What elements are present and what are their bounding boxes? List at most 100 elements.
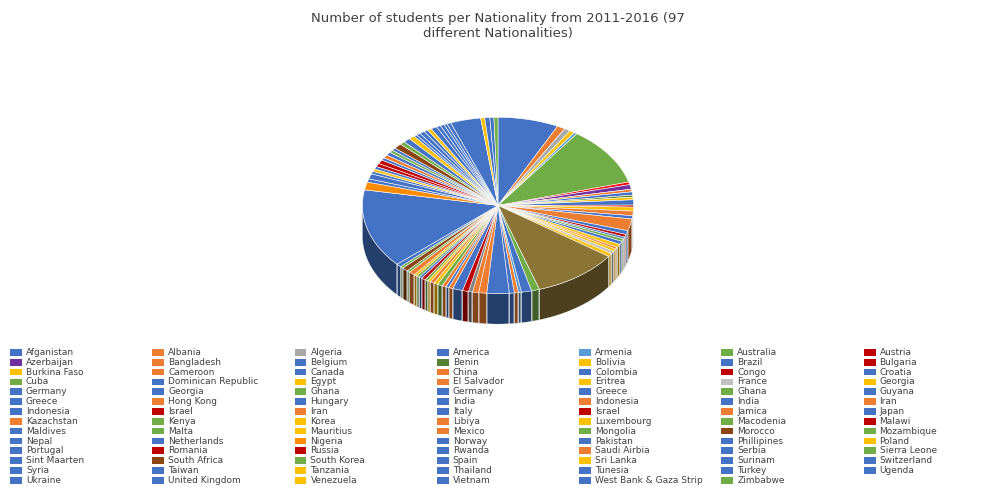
Polygon shape <box>437 284 442 316</box>
Text: Kenya: Kenya <box>168 417 196 426</box>
Polygon shape <box>434 283 437 315</box>
Bar <box>721 428 733 434</box>
Bar <box>295 369 307 375</box>
Polygon shape <box>416 133 498 206</box>
Polygon shape <box>449 206 498 318</box>
Polygon shape <box>425 206 498 310</box>
Polygon shape <box>462 206 498 291</box>
Bar <box>437 399 449 405</box>
Text: Phillipines: Phillipines <box>737 436 783 446</box>
Text: Mauritius: Mauritius <box>311 427 353 436</box>
Polygon shape <box>498 206 627 261</box>
Polygon shape <box>416 276 419 308</box>
Bar <box>10 477 22 484</box>
Polygon shape <box>420 131 498 206</box>
Polygon shape <box>397 264 400 297</box>
Polygon shape <box>614 249 616 282</box>
Polygon shape <box>373 169 498 206</box>
Text: India: India <box>453 397 475 406</box>
Text: Number of students per Nationality from 2011-2016 (97
different Nationalities): Number of students per Nationality from … <box>311 12 685 40</box>
Polygon shape <box>498 206 509 324</box>
Text: Burkina Faso: Burkina Faso <box>26 368 84 377</box>
Polygon shape <box>392 148 498 206</box>
Text: China: China <box>453 368 479 377</box>
Bar <box>152 408 164 415</box>
Polygon shape <box>402 206 498 271</box>
Polygon shape <box>498 206 622 245</box>
Bar <box>579 389 591 395</box>
Text: Azerbaijan: Azerbaijan <box>26 358 74 367</box>
Polygon shape <box>498 184 631 206</box>
Text: South Korea: South Korea <box>311 456 366 465</box>
Text: Ghana: Ghana <box>311 387 340 397</box>
Polygon shape <box>498 134 628 206</box>
Polygon shape <box>498 206 631 249</box>
Bar <box>864 408 875 415</box>
Text: Saudi Airbia: Saudi Airbia <box>595 446 649 456</box>
Text: Greece: Greece <box>26 397 59 406</box>
Polygon shape <box>409 136 498 206</box>
Bar <box>295 448 307 454</box>
Polygon shape <box>427 129 498 206</box>
Polygon shape <box>494 117 498 206</box>
Polygon shape <box>498 126 565 206</box>
Polygon shape <box>620 242 622 275</box>
Polygon shape <box>427 206 498 311</box>
Polygon shape <box>519 292 522 323</box>
Polygon shape <box>453 206 498 319</box>
Text: Israel: Israel <box>168 407 193 416</box>
Polygon shape <box>498 182 629 206</box>
Polygon shape <box>498 206 612 256</box>
Bar <box>721 438 733 444</box>
Polygon shape <box>498 206 620 275</box>
Bar <box>864 448 875 454</box>
Polygon shape <box>437 206 498 315</box>
Bar <box>295 379 307 385</box>
Polygon shape <box>430 206 498 312</box>
Polygon shape <box>409 206 498 303</box>
Polygon shape <box>421 206 498 280</box>
Bar <box>10 379 22 385</box>
Polygon shape <box>498 206 614 254</box>
Polygon shape <box>419 206 498 308</box>
Text: Maldives: Maldives <box>26 427 66 436</box>
Text: Cuba: Cuba <box>26 377 49 387</box>
Text: Russia: Russia <box>311 446 340 456</box>
Text: Mozambique: Mozambique <box>879 427 937 436</box>
Polygon shape <box>627 219 631 261</box>
Bar <box>437 458 449 464</box>
Bar <box>579 467 591 474</box>
Text: Vietnam: Vietnam <box>453 476 490 485</box>
Polygon shape <box>472 206 498 322</box>
Polygon shape <box>416 206 498 307</box>
Polygon shape <box>462 290 468 322</box>
Polygon shape <box>498 206 522 293</box>
Text: Mongolia: Mongolia <box>595 427 636 436</box>
Text: South Africa: South Africa <box>168 456 223 465</box>
Text: Thailand: Thailand <box>453 466 492 475</box>
Polygon shape <box>624 235 625 268</box>
Polygon shape <box>407 206 498 302</box>
Polygon shape <box>514 293 519 323</box>
Polygon shape <box>381 158 498 206</box>
Text: Netherlands: Netherlands <box>168 436 223 446</box>
Text: Nepal: Nepal <box>26 436 52 446</box>
Polygon shape <box>498 206 633 216</box>
Polygon shape <box>498 206 540 320</box>
Bar <box>579 477 591 484</box>
Polygon shape <box>451 118 498 206</box>
Text: Zimbabwe: Zimbabwe <box>737 476 785 485</box>
Text: Macodenia: Macodenia <box>737 417 786 426</box>
Text: Austria: Austria <box>879 348 911 357</box>
Polygon shape <box>427 281 430 312</box>
Text: West Bank & Gaza Strip: West Bank & Gaza Strip <box>595 476 703 485</box>
Polygon shape <box>434 206 498 284</box>
Polygon shape <box>498 206 609 287</box>
Polygon shape <box>498 206 532 321</box>
Bar <box>579 458 591 464</box>
Polygon shape <box>540 256 609 320</box>
Polygon shape <box>498 206 514 323</box>
Polygon shape <box>498 206 519 293</box>
Polygon shape <box>376 163 498 206</box>
Polygon shape <box>616 247 618 279</box>
